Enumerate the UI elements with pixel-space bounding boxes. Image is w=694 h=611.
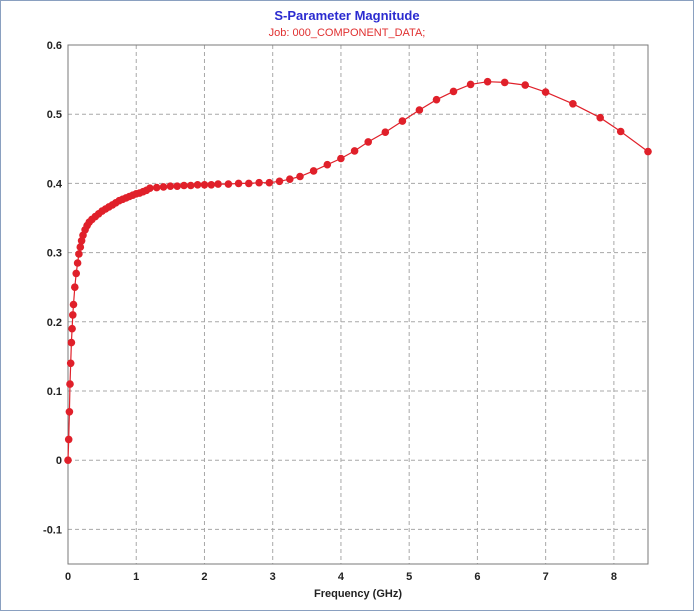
x-axis-ticks: 0 1 2 3 4 5 6 7 8 [65,571,617,583]
series-group [64,77,652,465]
data-point [483,77,492,86]
x-tick-label: 1 [133,571,139,583]
x-axis-title: Frequency (GHz) [314,588,402,600]
data-point [69,311,77,319]
data-point [69,300,78,309]
data-point [72,269,80,278]
data-point [173,182,181,190]
data-point [234,179,243,188]
x-tick-label: 2 [201,571,207,583]
data-point [214,180,222,188]
series-line [67,81,649,461]
x-tick-label: 6 [474,571,480,583]
x-tick-label: 5 [406,571,412,583]
data-point [224,180,233,188]
data-point [75,250,83,258]
y-tick-label: 0.2 [47,317,62,329]
data-point [64,456,72,465]
data-point [207,181,216,189]
y-tick-label: 0 [56,455,62,467]
data-point [521,81,529,89]
data-point [152,183,161,192]
data-point [180,181,188,190]
y-tick-label: -0.1 [43,524,62,536]
y-tick-label: 0.4 [47,178,63,190]
data-point [71,283,79,292]
x-tick-label: 7 [543,571,549,583]
y-tick-label: 0.3 [47,248,62,260]
data-point [616,127,625,136]
chart-subtitle: Job: 000_COMPONENT_DATA; [268,27,426,39]
x-tick-label: 3 [270,571,276,583]
x-tick-label: 4 [338,571,345,583]
grid-lines [68,45,648,564]
data-point [466,80,475,89]
x-tick-label: 0 [65,571,71,583]
data-point [65,408,74,416]
data-point [255,178,263,187]
data-point [309,167,318,175]
data-point [296,172,304,181]
data-point [541,88,550,96]
data-point [596,113,604,122]
data-point [66,380,74,388]
data-point [265,178,274,187]
data-point [644,147,652,156]
data-point [200,181,209,189]
data-point [67,338,76,347]
data-point [323,160,332,169]
data-point [381,128,390,136]
plot-area [67,44,649,565]
chart-title: S-Parameter Magnitude [274,8,420,23]
data-point [166,182,175,190]
data-point [364,138,373,146]
data-point [350,147,359,155]
y-tick-label: 0.6 [47,40,62,52]
data-point [337,154,345,163]
y-axis-ticks: -0.1 0 0.1 0.2 0.3 0.4 0.5 0.6 [43,40,63,536]
data-point [64,435,73,444]
data-point [569,100,577,108]
data-point [66,359,75,368]
data-point [500,78,509,87]
data-point [68,324,76,333]
data-point [76,243,85,251]
data-point [432,95,441,104]
data-point [159,183,168,191]
data-point [398,117,407,125]
data-point [275,177,284,186]
data-point [193,181,202,189]
y-tick-label: 0.5 [47,109,62,121]
data-point [286,175,294,183]
y-tick-label: 0.1 [47,386,62,398]
x-tick-label: 8 [611,571,617,583]
data-point [245,179,253,188]
data-point [449,87,458,96]
data-point [187,181,195,190]
data-point [73,259,82,267]
data-point [146,184,154,192]
data-point [415,106,424,114]
